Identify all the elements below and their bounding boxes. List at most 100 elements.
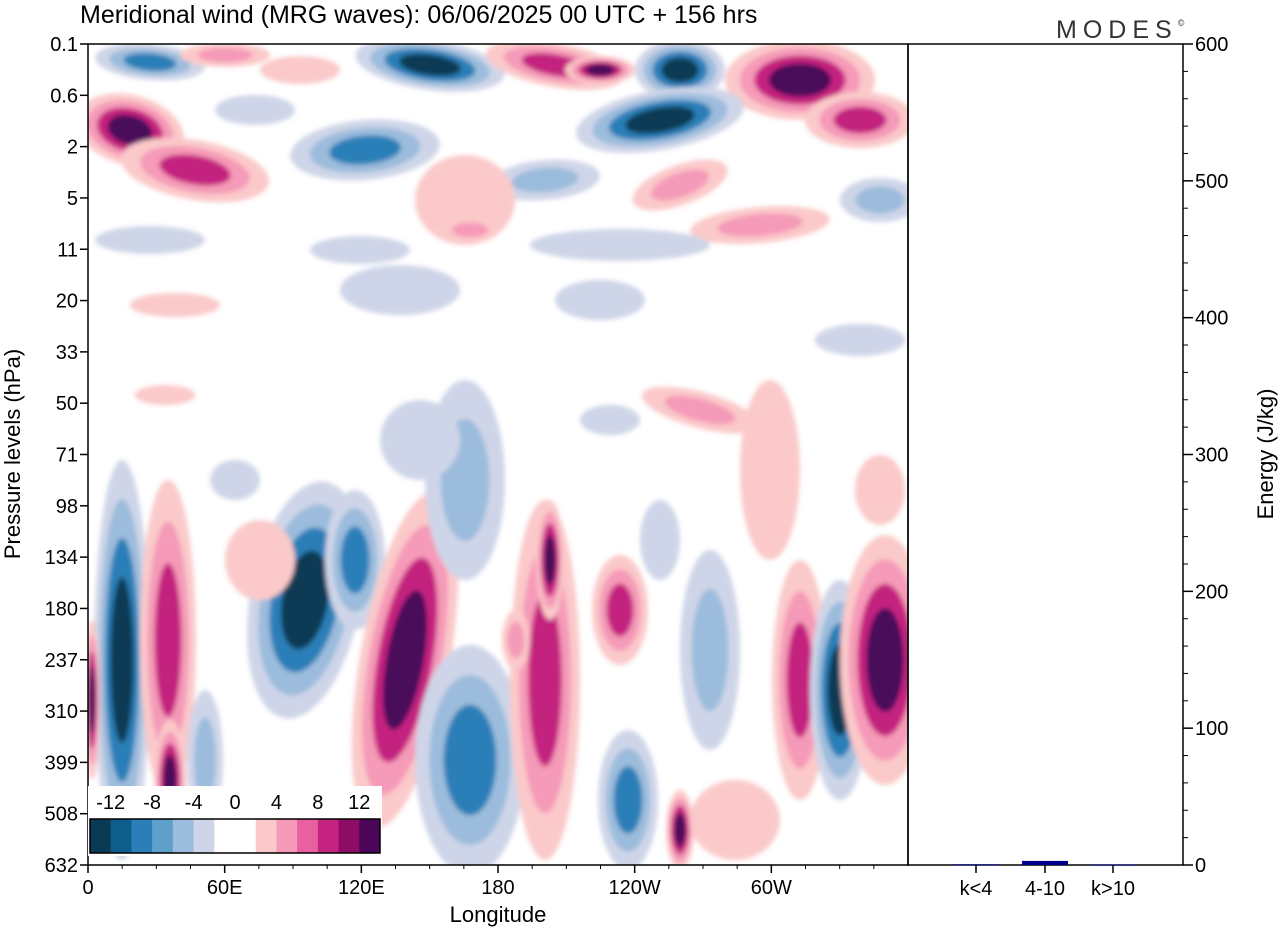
logo-text: MODES: [1056, 16, 1178, 44]
x-tick-label: 60E: [207, 877, 243, 899]
contour-cell: [154, 563, 182, 717]
contour-cell: [580, 405, 640, 435]
contour-cell: [329, 135, 401, 165]
contour-cell: [95, 226, 205, 254]
x-tick-label: 60W: [751, 877, 792, 899]
contour-cell: [661, 57, 699, 83]
contour-cell: [225, 520, 295, 600]
colorbar-swatch: [193, 819, 215, 853]
colorbar-label: 12: [348, 792, 370, 814]
contour-cell: [123, 53, 177, 71]
contour-cell: [107, 114, 153, 146]
contour-cell: [340, 265, 460, 315]
contour-cell: [382, 590, 428, 730]
contour-cell: [606, 583, 634, 637]
contour-cell: [215, 95, 295, 125]
contour-cell: [585, 64, 615, 76]
y-tick-label: 180: [45, 598, 78, 620]
contour-cell: [528, 593, 562, 767]
chart-title: Meridional wind (MRG waves): 06/06/2025 …: [80, 1, 758, 29]
colorbar-frame: [89, 818, 381, 854]
energy-tick-label: 0: [1195, 855, 1206, 877]
contour-cell: [625, 106, 695, 134]
y-axis-title: Pressure levels (hPa): [0, 349, 25, 559]
contour-cell: [717, 213, 803, 237]
contour-cell: [691, 589, 729, 711]
contour-cell: [130, 293, 220, 317]
contour-cell: [768, 63, 832, 97]
contour-cell: [280, 550, 330, 650]
y-tick-label: 50: [56, 393, 78, 415]
y-tick-label: 71: [56, 445, 78, 467]
contour-field: [88, 44, 908, 865]
contour-cell: [651, 169, 709, 201]
energy-category-label: 4-10: [1025, 878, 1065, 900]
contour-cell: [555, 280, 645, 320]
colorbar-swatch: [276, 819, 298, 853]
contour-cell: [855, 186, 905, 214]
colorbar: -12 -8 -4 0 4 8 12: [88, 786, 382, 856]
y-tick-label: 0.6: [50, 85, 78, 107]
colorbar-swatch: [214, 819, 236, 853]
contour-cell: [135, 385, 195, 405]
contour-cell: [530, 229, 710, 261]
contour-cell: [380, 400, 460, 480]
colorbar-swatch: [172, 819, 195, 853]
contour-cell: [210, 460, 260, 500]
colorbar-swatch: [131, 819, 153, 853]
contour-cell: [340, 526, 370, 594]
colorbar-label: 4: [271, 792, 282, 814]
pressure-axis: 0.1 0.6 2 5 11 20 33 50 71 98 134 180 237 310 399 508 63…: [45, 34, 88, 877]
contour-cell: [197, 47, 253, 63]
y-tick-label: 310: [45, 701, 78, 723]
x-tick-label: 120E: [338, 877, 385, 899]
contour-cell: [511, 167, 579, 193]
x-tick-label: 180: [481, 877, 514, 899]
contour-cell: [815, 324, 905, 356]
colorbar-label: -4: [185, 792, 203, 814]
contour-cell: [664, 395, 736, 425]
y-tick-label: 0.1: [50, 34, 78, 56]
contour-cell: [451, 222, 489, 238]
contour-cell: [833, 106, 887, 134]
y-tick-label: 237: [45, 650, 78, 672]
energy-category-label: k<4: [960, 878, 993, 900]
contour-cell: [613, 766, 643, 834]
energy-bar: [953, 864, 999, 866]
contour-cell: [110, 577, 134, 743]
contour-cell: [544, 535, 556, 585]
x-axis-title: Longitude: [450, 902, 547, 927]
colorbar-label: 0: [229, 792, 240, 814]
contour-cell: [194, 717, 216, 803]
contour-cell: [866, 608, 904, 712]
contour-cell: [88, 666, 96, 734]
energy-axis-title: Energy (J/kg): [1253, 389, 1278, 520]
y-tick-label: 5: [67, 188, 78, 210]
colorbar-swatch: [152, 819, 174, 853]
colorbar-label: -8: [143, 792, 161, 814]
contour-cell: [740, 380, 800, 560]
contour-cell: [159, 154, 231, 186]
colorbar-swatch: [90, 819, 112, 853]
contour-cell: [399, 53, 461, 77]
y-tick-label: 632: [45, 855, 78, 877]
energy-axis: 0 100 200 300 400 500 600: [1183, 34, 1228, 877]
contour-cell: [260, 56, 340, 84]
colorbar-swatch: [338, 819, 360, 853]
x-tick-label: 0: [82, 877, 93, 899]
x-tick-label: 120W: [609, 877, 661, 899]
modes-logo: MODES©: [1056, 8, 1184, 45]
energy-category-label: k>10: [1091, 878, 1135, 900]
contour-cell: [690, 780, 780, 860]
energy-tick-label: 500: [1195, 171, 1228, 193]
energy-tick-label: 400: [1195, 308, 1228, 330]
y-tick-label: 20: [56, 291, 78, 313]
energy-panel-frame: [907, 43, 1184, 866]
y-tick-label: 11: [57, 239, 78, 261]
colorbar-swatch: [255, 819, 277, 853]
y-tick-label: 134: [45, 547, 78, 569]
contour-cell: [855, 455, 905, 525]
colorbar-swatch: [297, 819, 319, 853]
energy-tick-label: 100: [1195, 718, 1228, 740]
